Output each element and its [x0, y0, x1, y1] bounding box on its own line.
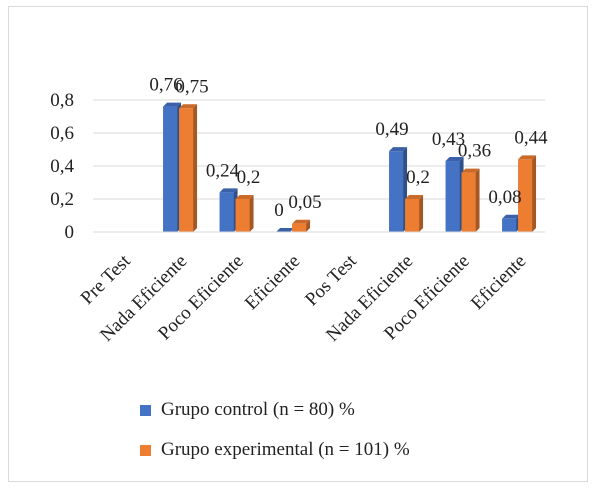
bar	[389, 151, 404, 232]
bar-top	[219, 188, 238, 193]
bar-top	[163, 102, 182, 107]
data-label: 0,75	[175, 76, 208, 97]
bar	[292, 223, 307, 232]
bar	[445, 161, 460, 232]
data-label: 0	[274, 200, 284, 221]
bar	[502, 218, 517, 232]
bar	[405, 199, 420, 232]
data-label: 0,08	[488, 187, 521, 208]
bar	[163, 106, 178, 232]
data-label: 0,76	[149, 75, 182, 96]
bar-top	[502, 214, 521, 219]
data-label: 0,24	[206, 160, 240, 181]
bar	[235, 199, 250, 232]
legend-item-experimental: Grupo experimental (n = 101) %	[140, 438, 410, 462]
bar-side	[475, 168, 480, 232]
legend-swatch-experimental	[140, 444, 151, 456]
x-tick-label: Eficiente	[241, 251, 304, 314]
data-label: 0,2	[237, 167, 261, 188]
data-label: 0,36	[458, 141, 491, 162]
bar-side	[306, 219, 311, 232]
x-tick-label: Eficiente	[467, 251, 530, 314]
y-tick-label: 0,8	[50, 90, 74, 111]
bar	[219, 192, 234, 232]
data-label: 0,49	[375, 119, 408, 140]
bar	[461, 172, 476, 232]
y-tick-label: 0,2	[50, 189, 74, 210]
bar-side	[532, 155, 537, 232]
data-label: 0,05	[288, 192, 321, 213]
legend-swatch-control	[140, 404, 151, 416]
legend-label-experimental: Grupo experimental (n = 101) %	[161, 439, 410, 460]
data-label: 0,43	[432, 129, 465, 150]
bar-top	[461, 168, 480, 173]
legend-label-control: Grupo control (n = 80) %	[161, 399, 355, 420]
bar-side	[419, 195, 424, 232]
legend-item-control: Grupo control (n = 80) %	[140, 398, 410, 422]
y-tick-label: 0,4	[50, 156, 74, 177]
bar-top	[235, 195, 254, 199]
bar-top	[276, 228, 295, 232]
bar-chart: 0 0,2 0,4 0,6 0,8 0,76 0,24 0 0,49 0,43 0,08 0,75 0,…	[50, 75, 548, 346]
bar-side	[249, 195, 254, 232]
bar	[179, 108, 194, 232]
bar-top	[518, 155, 537, 160]
data-label: 0,2	[406, 167, 430, 188]
bar-top	[405, 195, 424, 199]
bar-side	[193, 104, 198, 232]
y-tick-label: 0,6	[50, 123, 74, 144]
legend: Grupo control (n = 80) % Grupo experimen…	[140, 398, 410, 478]
bar-top	[445, 157, 464, 162]
bar	[518, 159, 533, 232]
bar-top	[179, 104, 198, 109]
bar-top	[389, 147, 408, 152]
bar-top	[292, 219, 311, 224]
y-tick-label: 0	[65, 222, 75, 243]
data-label: 0,44	[514, 127, 548, 148]
chart-frame	[8, 6, 588, 482]
